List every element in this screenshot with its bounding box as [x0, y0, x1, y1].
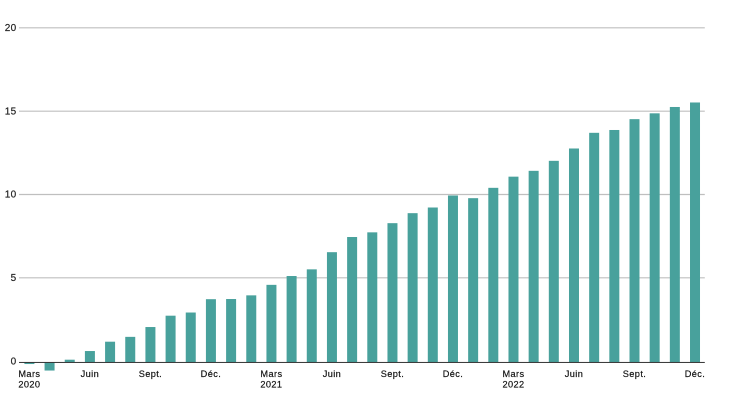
svg-text:Mars: Mars	[18, 369, 40, 379]
svg-text:Sept.: Sept.	[139, 369, 162, 379]
svg-text:Déc.: Déc.	[201, 369, 222, 379]
svg-text:2020: 2020	[18, 379, 40, 389]
svg-text:Sept.: Sept.	[623, 369, 646, 379]
svg-text:Déc.: Déc.	[443, 369, 464, 379]
svg-text:Juin: Juin	[323, 369, 341, 379]
svg-text:15: 15	[5, 106, 17, 117]
svg-text:Mars: Mars	[260, 369, 282, 379]
svg-text:Juin: Juin	[565, 369, 583, 379]
svg-text:2021: 2021	[260, 379, 282, 389]
svg-text:5: 5	[11, 273, 17, 284]
svg-text:2022: 2022	[502, 379, 524, 389]
svg-text:Juin: Juin	[81, 369, 99, 379]
svg-text:20: 20	[5, 23, 17, 34]
svg-text:Sept.: Sept.	[381, 369, 404, 379]
svg-text:0: 0	[11, 356, 17, 367]
svg-text:10: 10	[5, 190, 17, 201]
svg-text:Déc.: Déc.	[685, 369, 706, 379]
svg-text:Mars: Mars	[502, 369, 524, 379]
